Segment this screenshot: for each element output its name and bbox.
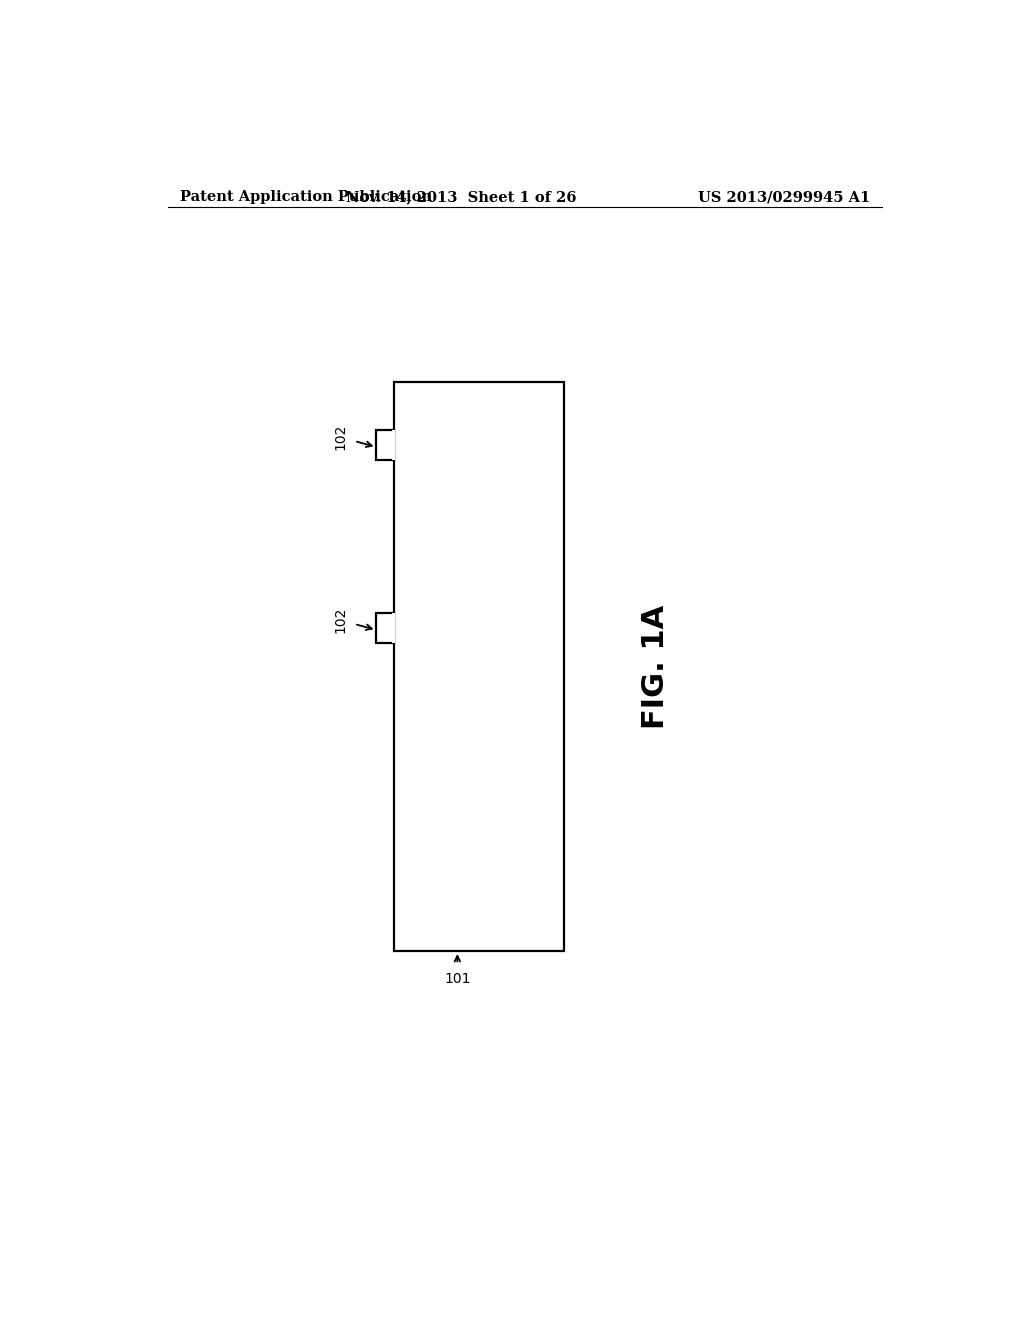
Bar [392, 430, 395, 461]
Bar [392, 612, 395, 643]
Text: US 2013/0299945 A1: US 2013/0299945 A1 [697, 190, 870, 205]
Text: 101: 101 [444, 972, 471, 986]
Text: 102: 102 [334, 424, 348, 450]
Bar [377, 430, 394, 461]
Bar [377, 612, 394, 643]
Text: 102: 102 [334, 607, 348, 634]
Text: Nov. 14, 2013  Sheet 1 of 26: Nov. 14, 2013 Sheet 1 of 26 [346, 190, 577, 205]
Text: Patent Application Publication: Patent Application Publication [179, 190, 431, 205]
Text: FIG. 1A: FIG. 1A [641, 605, 671, 729]
Bar [394, 381, 564, 952]
